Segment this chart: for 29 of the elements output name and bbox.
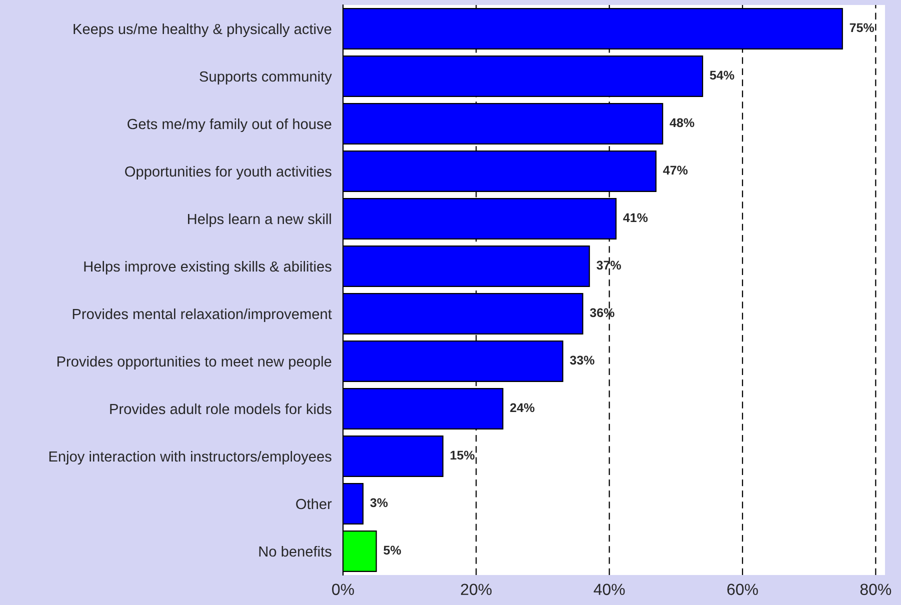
data-label: 15% — [450, 450, 475, 460]
y-tick-label: Gets me/my family out of house — [128, 118, 332, 132]
x-tick-label: 20% — [460, 584, 492, 596]
y-tick-label: Supports community — [200, 70, 332, 85]
y-tick-label: Helps learn a new skill — [188, 213, 331, 228]
data-label: 75% — [850, 23, 874, 32]
x-tick-label: 40% — [594, 584, 625, 596]
y-tick-label: Provides adult role models for kids — [110, 403, 332, 414]
data-label: 54% — [710, 70, 734, 80]
y-tick-label: Provides opportunities to meet new people — [57, 356, 332, 370]
x-tick-label: 80% — [860, 584, 892, 596]
y-tick-label: Opportunities for youth activities — [125, 166, 332, 180]
y-tick-label: Enjoy interaction with instructors/employees — [49, 450, 332, 465]
x-tick-label: 60% — [727, 584, 758, 596]
data-label: 5% — [384, 546, 401, 555]
y-tick-label: Helps improve existing skills & abilities — [84, 260, 332, 275]
y-tick-label: No benefits — [259, 546, 332, 557]
y-tick-label: Keeps us/me healthy & physically active — [74, 23, 332, 38]
data-label: 36% — [590, 308, 614, 318]
data-label: 33% — [570, 356, 594, 365]
data-label: 47% — [663, 166, 688, 175]
data-label: 48% — [670, 118, 694, 128]
data-label: 24% — [510, 403, 534, 412]
y-tick-label: Provides mental relaxation/improvement — [72, 308, 332, 322]
data-label: 41% — [623, 213, 648, 222]
data-label: 37% — [596, 260, 621, 270]
data-label: 3% — [370, 498, 388, 508]
y-tick-label: Other — [296, 498, 332, 510]
x-tick-label: 0% — [332, 584, 354, 596]
